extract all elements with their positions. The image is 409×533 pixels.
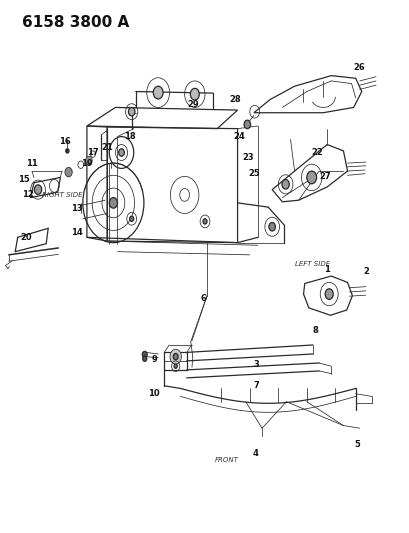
Text: 6: 6 xyxy=(200,294,205,303)
Circle shape xyxy=(174,364,177,368)
Circle shape xyxy=(34,185,42,195)
Text: 24: 24 xyxy=(233,132,245,141)
Text: 6158 3800 A: 6158 3800 A xyxy=(22,14,129,30)
Text: 2: 2 xyxy=(362,268,368,276)
Circle shape xyxy=(306,171,316,184)
Text: 25: 25 xyxy=(247,169,259,178)
Text: 14: 14 xyxy=(71,228,82,237)
Circle shape xyxy=(142,356,146,361)
Text: RIGHT SIDE: RIGHT SIDE xyxy=(42,192,82,198)
Circle shape xyxy=(243,120,250,128)
Text: 16: 16 xyxy=(58,138,70,147)
Text: 27: 27 xyxy=(319,172,330,181)
Text: 10: 10 xyxy=(148,389,160,398)
Text: 29: 29 xyxy=(187,100,198,109)
Text: 19: 19 xyxy=(81,159,92,167)
Circle shape xyxy=(202,219,207,224)
Text: 11: 11 xyxy=(26,159,38,167)
Text: 1: 1 xyxy=(324,265,329,273)
Text: 12: 12 xyxy=(22,190,34,199)
Text: 8: 8 xyxy=(311,326,317,335)
Circle shape xyxy=(118,149,124,156)
Circle shape xyxy=(268,222,275,231)
Circle shape xyxy=(65,149,69,153)
Circle shape xyxy=(173,353,178,360)
Text: 15: 15 xyxy=(18,174,29,183)
Text: 7: 7 xyxy=(252,381,258,390)
Text: LEFT SIDE: LEFT SIDE xyxy=(294,261,329,267)
Text: 9: 9 xyxy=(151,355,157,364)
Text: 18: 18 xyxy=(124,132,135,141)
Text: 23: 23 xyxy=(241,154,253,163)
Circle shape xyxy=(129,216,133,221)
Circle shape xyxy=(142,351,147,358)
Text: 17: 17 xyxy=(87,148,99,157)
Circle shape xyxy=(281,180,289,189)
Text: 13: 13 xyxy=(71,204,82,213)
Circle shape xyxy=(85,156,92,165)
Circle shape xyxy=(190,88,199,100)
Text: 28: 28 xyxy=(229,95,241,104)
Text: 21: 21 xyxy=(101,143,113,152)
Circle shape xyxy=(109,198,117,208)
Text: 22: 22 xyxy=(310,148,322,157)
Text: 5: 5 xyxy=(354,440,360,449)
Text: 4: 4 xyxy=(252,449,258,458)
Circle shape xyxy=(324,289,333,300)
Circle shape xyxy=(153,86,163,99)
Text: 3: 3 xyxy=(252,360,258,369)
Circle shape xyxy=(170,349,181,364)
Circle shape xyxy=(128,108,135,116)
Text: 20: 20 xyxy=(20,233,31,242)
Text: FRONT: FRONT xyxy=(215,457,238,463)
Circle shape xyxy=(65,167,72,177)
Text: 26: 26 xyxy=(353,63,365,72)
